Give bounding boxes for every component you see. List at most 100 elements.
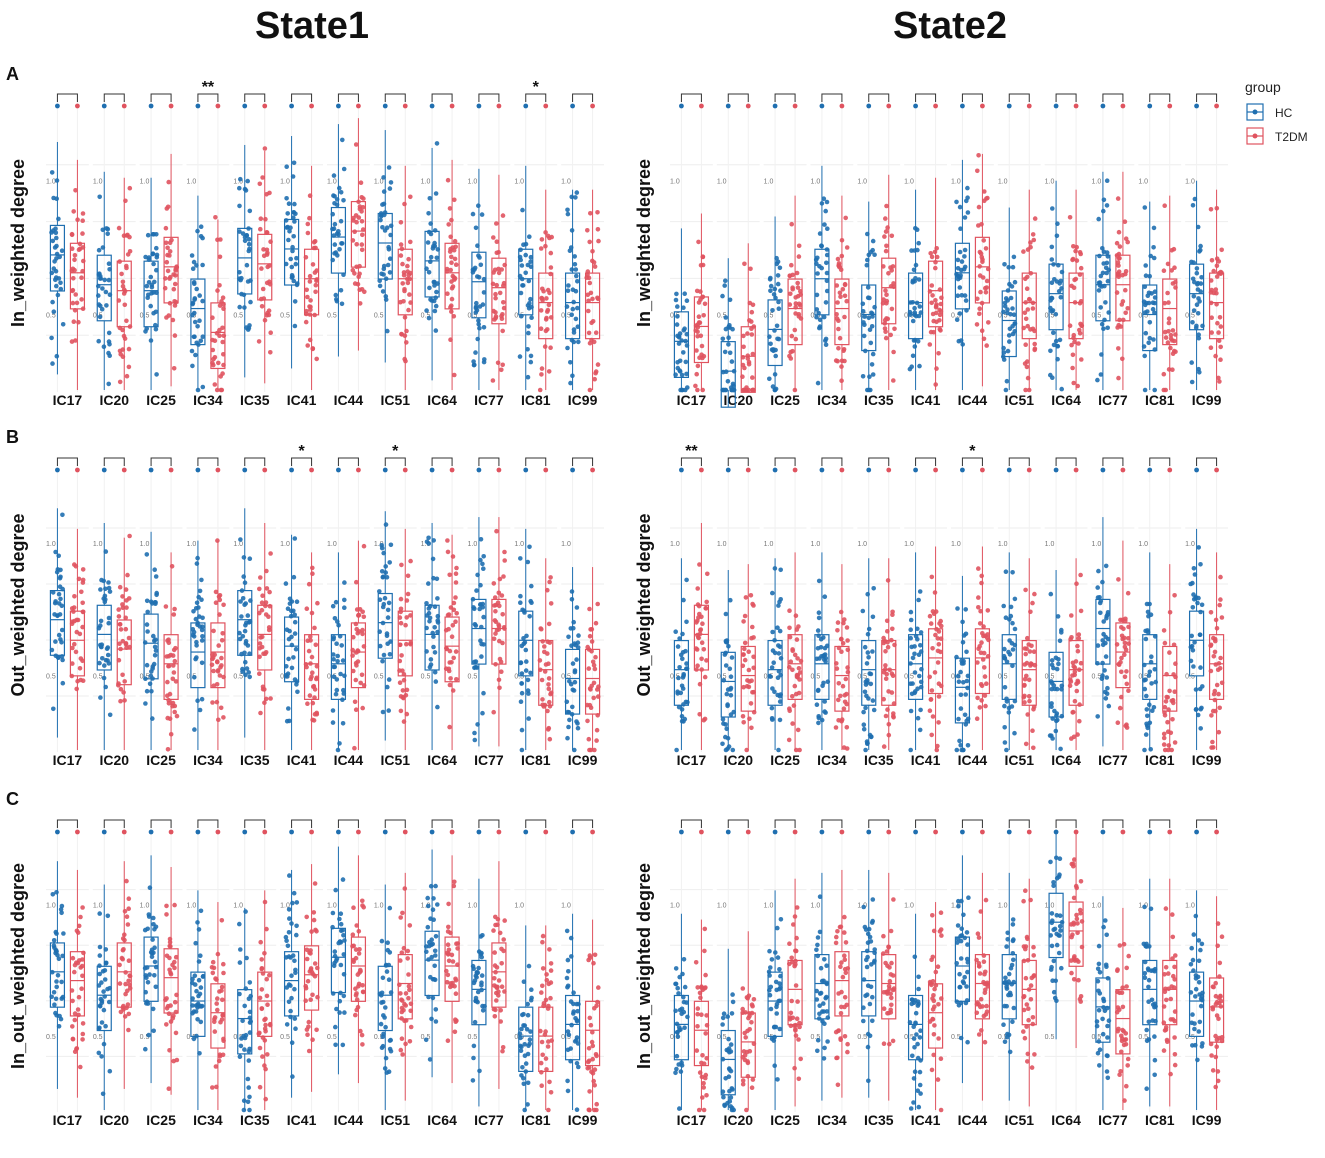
data-point (696, 239, 701, 245)
data-point (789, 262, 794, 268)
data-point (888, 332, 893, 338)
data-point (912, 344, 918, 349)
data-point (816, 610, 822, 615)
data-point (867, 671, 872, 676)
data-point (870, 649, 875, 654)
data-point (1198, 281, 1204, 286)
data-point (959, 293, 965, 298)
data-point (684, 661, 689, 666)
data-point (450, 688, 456, 693)
data-point (258, 216, 264, 221)
data-point (744, 684, 750, 689)
data-point (331, 636, 336, 642)
data-point (1191, 294, 1197, 299)
data-point (190, 1011, 195, 1016)
data-point (210, 347, 216, 353)
data-point (595, 601, 600, 607)
data-point (451, 600, 457, 606)
data-point (50, 590, 56, 595)
data-point (397, 680, 403, 685)
data-point (404, 615, 410, 620)
data-point (979, 222, 984, 227)
data-point (1025, 247, 1031, 252)
data-point (449, 660, 454, 665)
data-point (1211, 635, 1216, 641)
data-point (1162, 300, 1167, 306)
data-point (126, 896, 132, 901)
data-point (918, 643, 923, 648)
data-point (72, 641, 77, 647)
data-point (1009, 284, 1015, 289)
data-point (816, 615, 822, 621)
data-point (1076, 632, 1082, 637)
data-point (821, 314, 827, 320)
data-point (750, 351, 756, 357)
data-point (673, 297, 679, 303)
data-point (938, 618, 943, 624)
box-t2dm (693, 103, 710, 393)
facet-y-tick: 0.5 (421, 674, 431, 681)
data-point (769, 347, 775, 353)
data-point (291, 890, 297, 896)
data-point (567, 717, 572, 723)
data-point (1170, 328, 1176, 333)
facet-y-tick: 0.5 (374, 313, 384, 320)
data-point (721, 387, 727, 393)
facet-y-tick: 1.0 (374, 178, 384, 185)
data-point (287, 873, 292, 878)
data-point (306, 581, 312, 587)
data-point (697, 355, 702, 361)
data-point (1021, 249, 1026, 254)
data-point (493, 609, 498, 614)
data-point (378, 217, 383, 223)
data-point (528, 598, 533, 604)
data-point (338, 990, 343, 996)
data-point (748, 701, 754, 706)
facet-y-tick: 1.0 (998, 541, 1008, 548)
data-point (217, 333, 222, 339)
data-point (1023, 316, 1029, 322)
data-point (908, 661, 913, 666)
data-point (149, 689, 154, 694)
data-point (569, 228, 575, 233)
data-point (435, 629, 440, 635)
data-point (699, 667, 704, 672)
data-point (75, 217, 80, 222)
data-point (1001, 603, 1006, 609)
data-point (432, 604, 438, 609)
data-point (845, 665, 850, 670)
data-point (443, 627, 449, 633)
data-point (453, 595, 458, 600)
significance-bracket (727, 457, 749, 466)
data-point (340, 721, 346, 726)
data-point (793, 295, 798, 300)
data-point (934, 254, 940, 260)
data-point (220, 339, 225, 345)
data-point (145, 629, 150, 634)
data-point (823, 208, 828, 214)
data-point (978, 289, 983, 295)
data-point (1172, 593, 1177, 598)
data-point (480, 561, 485, 567)
x-tick-label: IC77 (474, 392, 504, 408)
facet-y-tick: 1.0 (904, 541, 914, 548)
data-point (386, 165, 392, 170)
data-point (1025, 274, 1030, 280)
data-point (746, 361, 752, 367)
data-point (79, 986, 84, 991)
data-point (144, 1001, 149, 1006)
data-point (890, 626, 895, 632)
data-point (292, 299, 298, 304)
box-hc (377, 467, 394, 741)
data-point (975, 296, 980, 302)
data-point (288, 225, 293, 230)
data-point (340, 658, 346, 663)
data-point (237, 636, 243, 642)
data-point (212, 1029, 218, 1034)
data-point (168, 970, 173, 976)
data-point (217, 612, 222, 617)
data-point (1219, 247, 1224, 253)
data-point (724, 726, 729, 732)
